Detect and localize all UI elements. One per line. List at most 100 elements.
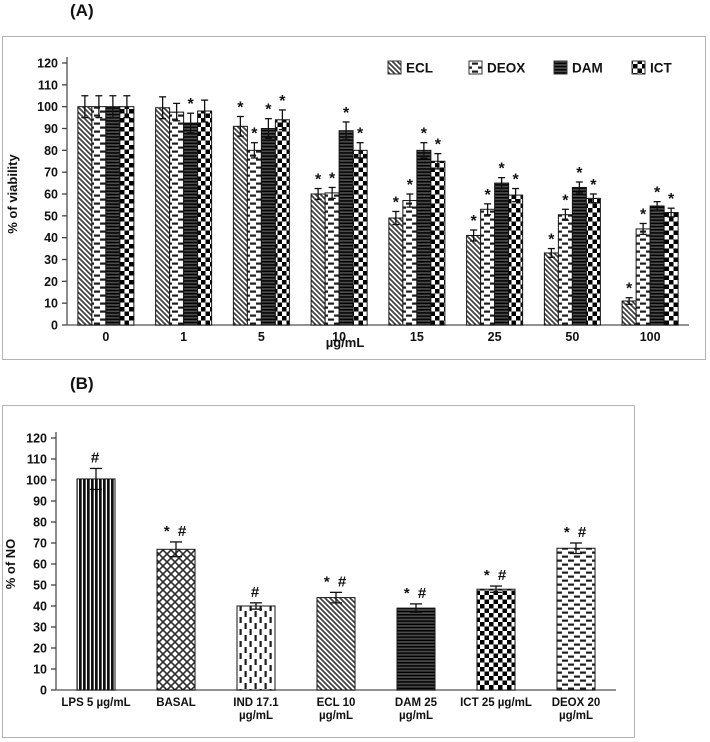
legend-marker-ECL — [387, 60, 402, 75]
bar-ECL — [310, 193, 326, 326]
x-axis-title: µg/mL — [326, 335, 365, 350]
x-tick-label: 15 — [410, 330, 424, 344]
bar-cat5 — [476, 588, 516, 691]
legend-marker-DEOX — [468, 60, 483, 75]
y-tick-label: 0 — [40, 684, 47, 698]
significance-annotation: * — [329, 170, 336, 187]
x-tick-label: IND 17.1 — [233, 697, 279, 709]
x-tick-label: DAM 25 — [395, 697, 438, 709]
significance-annotation: * — [279, 93, 286, 110]
legend-label-DEOX: DEOX — [487, 61, 525, 76]
bar-DAM — [338, 130, 354, 326]
significance-annotation: * # — [404, 585, 428, 602]
bar-DAM — [494, 182, 510, 326]
significance-annotation: # — [251, 584, 261, 601]
significance-annotation: * — [357, 126, 364, 143]
x-tick-label: 1 — [180, 330, 187, 344]
significance-annotation: * — [576, 165, 583, 182]
significance-annotation: * # — [324, 573, 348, 590]
x-tick-label: µg/mL — [319, 710, 353, 722]
bar-cat2 — [236, 605, 276, 691]
bar-ECL — [232, 125, 248, 326]
bar-ICT — [119, 106, 135, 326]
y-tick-label: 80 — [44, 144, 58, 158]
significance-annotation: * — [471, 213, 478, 230]
x-tick-label: 5 — [258, 330, 265, 344]
y-tick-label: 70 — [44, 166, 58, 180]
bar-ICT — [197, 110, 213, 326]
bar-ECL — [77, 106, 93, 326]
y-tick-label: 40 — [44, 231, 58, 245]
y-tick-label: 30 — [44, 253, 58, 267]
x-tick-label: LPS 5 µg/mL — [61, 697, 130, 709]
bar-DAM — [105, 106, 121, 326]
significance-annotation: * — [590, 177, 597, 194]
y-tick-label: 10 — [33, 663, 47, 677]
bar-ICT — [352, 149, 368, 326]
y-tick-label: 50 — [44, 209, 58, 223]
y-tick-label: 90 — [44, 122, 58, 136]
significance-annotation: * # — [484, 567, 508, 584]
x-tick-label: µg/mL — [239, 710, 273, 722]
x-tick-label: µg/mL — [399, 710, 433, 722]
x-tick-label: BASAL — [156, 697, 196, 709]
significance-annotation: * # — [164, 523, 188, 540]
significance-annotation: * — [393, 194, 400, 211]
y-tick-label: 70 — [33, 537, 47, 551]
y-tick-label: 110 — [27, 453, 47, 467]
significance-annotation: * — [188, 96, 195, 113]
bar-DEOX — [635, 228, 651, 326]
y-tick-label: 120 — [26, 432, 47, 446]
x-tick-label: 25 — [488, 330, 502, 344]
panel-b-label: (B) — [70, 374, 94, 393]
y-tick-label: 90 — [33, 495, 47, 509]
bar-DEOX — [480, 208, 496, 326]
bar-ICT — [585, 197, 601, 326]
x-tick-label: 0 — [102, 330, 109, 344]
significance-annotation: * — [315, 172, 322, 189]
y-tick-label: 10 — [44, 297, 58, 311]
y-tick-label: 50 — [33, 579, 47, 593]
y-tick-label: 20 — [44, 275, 58, 289]
y-tick-label: 20 — [33, 642, 47, 656]
significance-annotation: * — [251, 126, 258, 143]
significance-annotation: * — [548, 232, 555, 249]
bar-ICT — [663, 212, 679, 326]
y-tick-label: 60 — [44, 188, 58, 202]
legend-label-ICT: ICT — [650, 61, 673, 76]
bar-DAM — [571, 186, 587, 326]
significance-annotation: * — [640, 206, 647, 223]
significance-annotation: # — [91, 449, 101, 466]
bar-DAM — [649, 205, 665, 326]
bar-cat3 — [316, 597, 356, 691]
significance-annotation: * — [654, 185, 661, 202]
significance-annotation: * — [407, 177, 414, 194]
bar-DAM — [183, 122, 199, 326]
y-tick-label: 0 — [51, 319, 58, 333]
significance-annotation: * — [513, 172, 520, 189]
y-tick-label: 110 — [38, 78, 58, 92]
significance-annotation: * — [265, 102, 272, 119]
bar-DEOX — [91, 106, 107, 326]
y-axis-title: % of viability — [5, 154, 20, 234]
y-tick-label: 100 — [37, 100, 58, 114]
y-tick-label: 80 — [33, 516, 47, 530]
legend-marker-DAM — [553, 60, 568, 75]
significance-annotation: * — [421, 126, 428, 143]
no-bar-chart: 0 10 20 30 40 50 60 70 80 90 100 110 120 % of NO # LPS … — [3, 432, 616, 722]
bar-DEOX — [324, 192, 340, 326]
panel-a-label: (A) — [70, 1, 94, 20]
bar-DEOX — [402, 200, 418, 326]
bar-DEOX — [246, 149, 262, 326]
viability-chart-panel: 0 10 20 30 40 50 60 70 80 90 100 110 120% of viabili… — [2, 36, 706, 360]
significance-annotation: * — [562, 192, 569, 209]
x-tick-label: 100 — [640, 330, 661, 344]
y-axis-title: % of NO — [3, 539, 18, 590]
bar-ECL — [466, 234, 482, 326]
bar-DAM — [260, 128, 276, 326]
x-tick-label: 10 — [332, 330, 346, 344]
y-tick-label: 40 — [33, 600, 47, 614]
x-tick-label: ICT 25 µg/mL — [460, 697, 532, 709]
